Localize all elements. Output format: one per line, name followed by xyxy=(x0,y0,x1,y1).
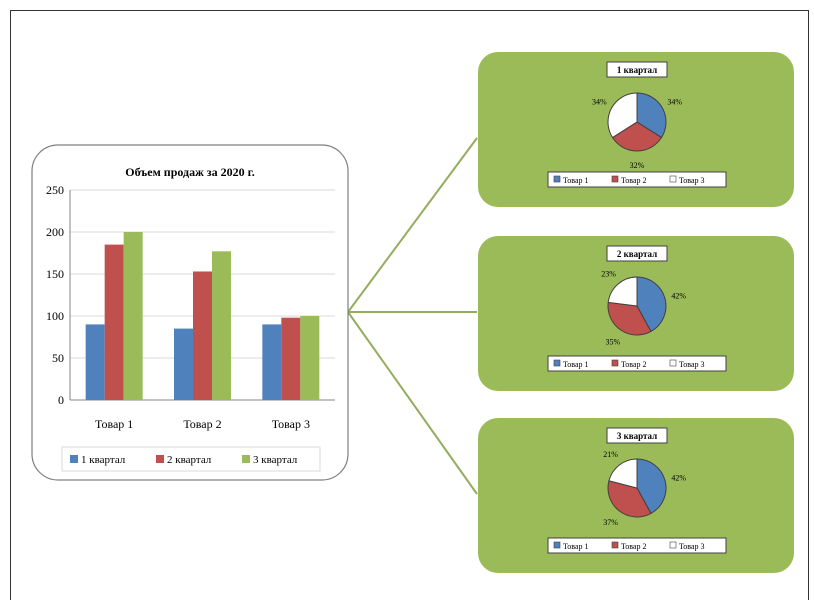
pie-legend-box xyxy=(547,537,727,554)
bar-chart-x-ticks: Товар 1 Товар 2 Товар 3 xyxy=(95,417,310,431)
connector-line-top xyxy=(347,137,478,313)
bar-chart-legend: 1 квартал 2 квартал 3 квартал xyxy=(61,446,321,472)
x-tick-label: Товар 3 xyxy=(272,417,310,431)
pie-slice xyxy=(608,458,638,489)
y-tick-label: 200 xyxy=(46,225,64,239)
y-tick-label: 50 xyxy=(52,351,64,365)
pie-legend-swatch xyxy=(669,175,677,183)
pie-legend-swatch xyxy=(669,541,677,549)
connector-line-bottom xyxy=(347,311,478,495)
bar-legend-box xyxy=(61,446,321,472)
y-tick-label: 150 xyxy=(46,267,64,281)
page-frame xyxy=(10,10,809,600)
pie-data-label: 32% xyxy=(630,161,645,170)
pie-title: 2 квартал xyxy=(617,249,657,259)
bar-chart-title: Объем продаж за 2020 г. xyxy=(125,165,254,179)
pie-data-label: 34% xyxy=(592,97,607,106)
pie-title-box xyxy=(606,245,668,262)
pie-data-label: 42% xyxy=(671,473,686,482)
connectors xyxy=(347,137,478,495)
pie-data-label: 42% xyxy=(671,291,686,300)
bar xyxy=(104,244,124,400)
y-tick-label: 250 xyxy=(46,183,64,197)
pie-data-label: 37% xyxy=(603,518,618,527)
pie-legend-label: Товар 3 xyxy=(679,360,705,369)
x-tick-label: Товар 1 xyxy=(95,417,133,431)
bar xyxy=(174,328,193,400)
pie-legend-label: Товар 3 xyxy=(679,542,705,551)
legend-label: 1 квартал xyxy=(81,454,126,466)
legend-label: 2 квартал xyxy=(167,454,212,466)
pie-legend-label: Товар 1 xyxy=(563,176,589,185)
pie-panel-1: 1 квартал 34% 32% 34% Товар 1 Товар 2 Товар 3 xyxy=(478,52,794,207)
pie-legend-box xyxy=(547,355,727,372)
pie-legend-swatch xyxy=(553,359,561,367)
pie-data-label: 35% xyxy=(605,338,620,347)
pie-legend-swatch xyxy=(611,359,619,367)
bar xyxy=(212,251,231,400)
legend-swatch xyxy=(156,455,164,463)
pie-slice xyxy=(636,458,667,515)
pie-slice xyxy=(607,480,652,518)
pie-panel-3: 3 квартал 42% 37% 21% Товар 1 Товар 2 Товар 3 xyxy=(478,418,794,573)
x-tick-label: Товар 2 xyxy=(183,417,221,431)
pie-panel-2: 2 квартал 42% 35% 23% Товар 1 Товар 2 Товар 3 xyxy=(478,236,794,391)
pie-legend-label: Товар 1 xyxy=(563,360,589,369)
pie-slice xyxy=(611,121,663,152)
bar xyxy=(85,324,105,400)
pie-title: 1 квартал xyxy=(617,65,657,75)
pie-title-box xyxy=(606,427,668,444)
y-tick-label: 100 xyxy=(46,309,64,323)
pie-title-box xyxy=(606,61,668,78)
pie-legend-swatch xyxy=(553,175,561,183)
pie-legend-swatch xyxy=(611,541,619,549)
bar-chart-bars xyxy=(85,232,320,400)
pie-slice xyxy=(607,301,652,336)
bar xyxy=(262,324,282,400)
bar xyxy=(123,232,143,400)
pie-legend-swatch xyxy=(669,359,677,367)
pie-legend-label: Товар 3 xyxy=(679,176,705,185)
legend-swatch xyxy=(70,455,78,463)
pie-legend-box xyxy=(547,171,727,188)
pie-slice xyxy=(607,92,638,139)
pie-legend-swatch xyxy=(611,175,619,183)
y-tick-label: 0 xyxy=(58,393,64,407)
pie-legend-label: Товар 1 xyxy=(563,542,589,551)
bar-chart-y-ticks: 0 50 100 150 200 250 xyxy=(46,183,64,407)
bar xyxy=(193,271,212,400)
pie-legend-swatch xyxy=(553,541,561,549)
pie-legend-label: Товар 2 xyxy=(621,176,647,185)
pie-data-label: 34% xyxy=(667,97,682,106)
pie-legend-label: Товар 2 xyxy=(621,360,647,369)
pie-slice xyxy=(636,276,667,333)
pie-data-label: 21% xyxy=(603,450,618,459)
pie-legend-label: Товар 2 xyxy=(621,542,647,551)
pie-slice xyxy=(607,276,638,307)
pie-title: 3 квартал xyxy=(617,431,657,441)
bar xyxy=(300,316,320,400)
legend-swatch xyxy=(242,455,250,463)
bar xyxy=(281,317,301,400)
legend-label: 3 квартал xyxy=(253,454,298,466)
pie-data-label: 23% xyxy=(601,270,616,279)
